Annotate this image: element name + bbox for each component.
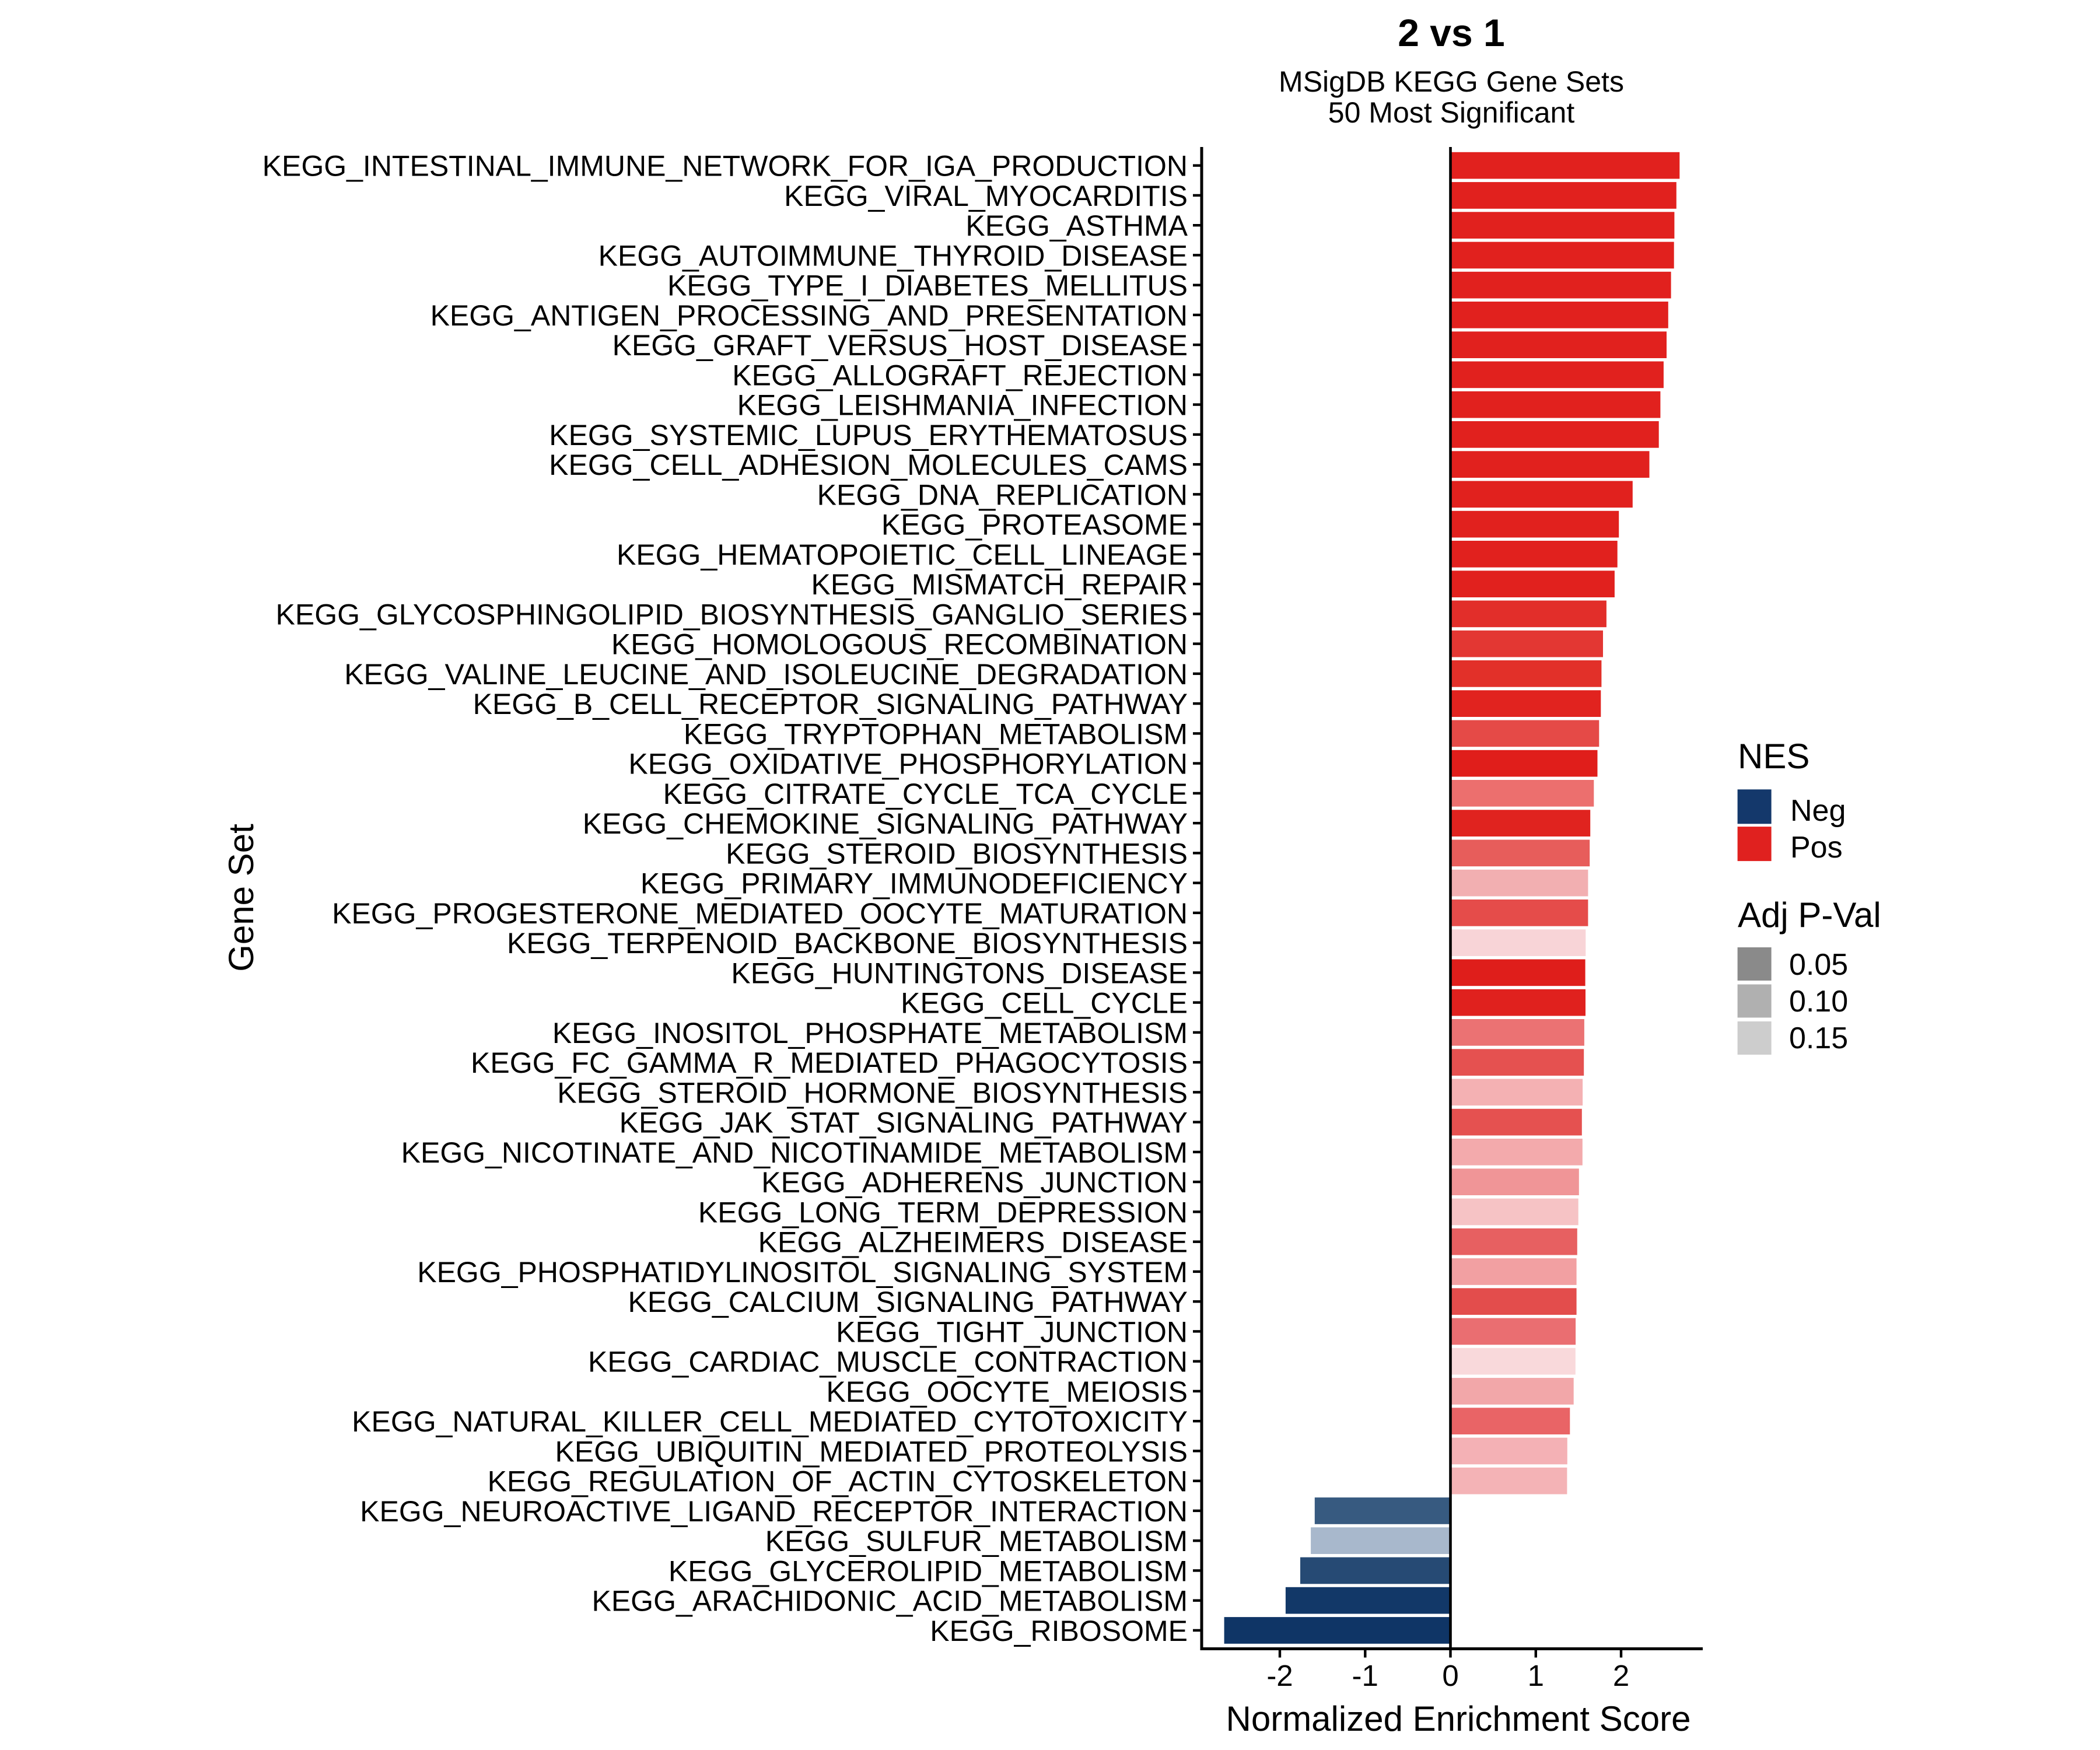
svg-text:KEGG_NATURAL_KILLER_CELL_MEDIA: KEGG_NATURAL_KILLER_CELL_MEDIATED_CYTOTO… [352, 1405, 1188, 1438]
svg-text:KEGG_PHOSPHATIDYLINOSITOL_SIGN: KEGG_PHOSPHATIDYLINOSITOL_SIGNALING_SYST… [417, 1256, 1188, 1289]
svg-text:KEGG_GRAFT_VERSUS_HOST_DISEASE: KEGG_GRAFT_VERSUS_HOST_DISEASE [612, 329, 1188, 362]
svg-text:-2: -2 [1266, 1659, 1293, 1692]
svg-text:KEGG_CARDIAC_MUSCLE_CONTRACTIO: KEGG_CARDIAC_MUSCLE_CONTRACTION [588, 1346, 1188, 1378]
svg-text:KEGG_NICOTINATE_AND_NICOTINAMI: KEGG_NICOTINATE_AND_NICOTINAMIDE_METABOL… [401, 1136, 1188, 1169]
svg-text:KEGG_PROTEASOME: KEGG_PROTEASOME [881, 509, 1188, 541]
svg-text:KEGG_VIRAL_MYOCARDITIS: KEGG_VIRAL_MYOCARDITIS [784, 180, 1188, 212]
svg-text:KEGG_MISMATCH_REPAIR: KEGG_MISMATCH_REPAIR [811, 568, 1188, 601]
svg-text:Neg: Neg [1790, 794, 1846, 828]
svg-text:KEGG_SULFUR_METABOLISM: KEGG_SULFUR_METABOLISM [765, 1525, 1188, 1558]
svg-text:KEGG_ASTHMA: KEGG_ASTHMA [965, 209, 1188, 242]
svg-text:50 Most Significant: 50 Most Significant [1328, 96, 1575, 129]
svg-text:KEGG_ARACHIDONIC_ACID_METABOLI: KEGG_ARACHIDONIC_ACID_METABOLISM [592, 1585, 1188, 1618]
svg-text:KEGG_INOSITOL_PHOSPHATE_METABO: KEGG_INOSITOL_PHOSPHATE_METABOLISM [552, 1017, 1188, 1049]
svg-text:2: 2 [1613, 1659, 1629, 1692]
svg-text:0.15: 0.15 [1789, 1021, 1848, 1055]
svg-text:KEGG_JAK_STAT_SIGNALING_PATHWA: KEGG_JAK_STAT_SIGNALING_PATHWAY [620, 1107, 1188, 1139]
svg-text:KEGG_OXIDATIVE_PHOSPHORYLATION: KEGG_OXIDATIVE_PHOSPHORYLATION [628, 748, 1188, 780]
svg-text:KEGG_PRIMARY_IMMUNODEFICIENCY: KEGG_PRIMARY_IMMUNODEFICIENCY [640, 867, 1188, 900]
svg-text:KEGG_UBIQUITIN_MEDIATED_PROTEO: KEGG_UBIQUITIN_MEDIATED_PROTEOLYSIS [555, 1435, 1188, 1468]
svg-text:KEGG_GLYCOSPHINGOLIPID_BIOSYNT: KEGG_GLYCOSPHINGOLIPID_BIOSYNTHESIS_GANG… [276, 598, 1188, 631]
svg-text:0: 0 [1442, 1659, 1458, 1692]
svg-text:Adj P-Val: Adj P-Val [1738, 895, 1881, 935]
svg-text:KEGG_GLYCEROLIPID_METABOLISM: KEGG_GLYCEROLIPID_METABOLISM [668, 1555, 1188, 1587]
svg-text:Normalized Enrichment Score: Normalized Enrichment Score [1226, 1699, 1691, 1738]
svg-text:KEGG_CELL_CYCLE: KEGG_CELL_CYCLE [901, 987, 1188, 1020]
svg-text:KEGG_HUNTINGTONS_DISEASE: KEGG_HUNTINGTONS_DISEASE [731, 957, 1188, 989]
svg-text:KEGG_TIGHT_JUNCTION: KEGG_TIGHT_JUNCTION [836, 1315, 1188, 1348]
svg-text:KEGG_SYSTEMIC_LUPUS_ERYTHEMATO: KEGG_SYSTEMIC_LUPUS_ERYTHEMATOSUS [549, 419, 1188, 452]
svg-text:KEGG_TERPENOID_BACKBONE_BIOSYN: KEGG_TERPENOID_BACKBONE_BIOSYNTHESIS [507, 927, 1188, 960]
svg-text:0.05: 0.05 [1789, 948, 1848, 982]
svg-text:KEGG_FC_GAMMA_R_MEDIATED_PHAGO: KEGG_FC_GAMMA_R_MEDIATED_PHAGOCYTOSIS [471, 1046, 1188, 1079]
svg-text:KEGG_ALZHEIMERS_DISEASE: KEGG_ALZHEIMERS_DISEASE [758, 1226, 1188, 1259]
svg-text:KEGG_INTESTINAL_IMMUNE_NETWORK: KEGG_INTESTINAL_IMMUNE_NETWORK_FOR_IGA_P… [262, 150, 1188, 183]
svg-text:1: 1 [1528, 1659, 1544, 1692]
svg-text:KEGG_CHEMOKINE_SIGNALING_PATHW: KEGG_CHEMOKINE_SIGNALING_PATHWAY [583, 807, 1188, 840]
svg-text:KEGG_ANTIGEN_PROCESSING_AND_PR: KEGG_ANTIGEN_PROCESSING_AND_PRESENTATION [430, 299, 1188, 332]
svg-text:KEGG_LEISHMANIA_INFECTION: KEGG_LEISHMANIA_INFECTION [737, 389, 1188, 422]
svg-text:KEGG_HEMATOPOIETIC_CELL_LINEAG: KEGG_HEMATOPOIETIC_CELL_LINEAGE [617, 538, 1188, 571]
svg-text:0.10: 0.10 [1789, 985, 1848, 1019]
svg-text:KEGG_NEUROACTIVE_LIGAND_RECEPT: KEGG_NEUROACTIVE_LIGAND_RECEPTOR_INTERAC… [360, 1495, 1188, 1528]
svg-text:KEGG_CITRATE_CYCLE_TCA_CYCLE: KEGG_CITRATE_CYCLE_TCA_CYCLE [663, 778, 1188, 810]
svg-text:Pos: Pos [1790, 831, 1843, 864]
svg-text:KEGG_DNA_REPLICATION: KEGG_DNA_REPLICATION [817, 478, 1188, 511]
svg-text:KEGG_ADHERENS_JUNCTION: KEGG_ADHERENS_JUNCTION [761, 1166, 1188, 1199]
svg-text:KEGG_AUTOIMMUNE_THYROID_DISEAS: KEGG_AUTOIMMUNE_THYROID_DISEASE [598, 239, 1188, 272]
svg-text:KEGG_RIBOSOME: KEGG_RIBOSOME [930, 1615, 1188, 1647]
svg-text:Gene Set: Gene Set [222, 824, 261, 972]
svg-text:KEGG_STEROID_BIOSYNTHESIS: KEGG_STEROID_BIOSYNTHESIS [726, 837, 1188, 870]
svg-text:NES: NES [1738, 737, 1810, 776]
svg-text:KEGG_CELL_ADHESION_MOLECULES_C: KEGG_CELL_ADHESION_MOLECULES_CAMS [549, 449, 1188, 481]
svg-text:KEGG_HOMOLOGOUS_RECOMBINATION: KEGG_HOMOLOGOUS_RECOMBINATION [611, 628, 1188, 661]
svg-text:KEGG_LONG_TERM_DEPRESSION: KEGG_LONG_TERM_DEPRESSION [698, 1196, 1188, 1228]
svg-text:KEGG_TRYPTOPHAN_METABOLISM: KEGG_TRYPTOPHAN_METABOLISM [684, 718, 1188, 750]
svg-text:KEGG_TYPE_I_DIABETES_MELLITUS: KEGG_TYPE_I_DIABETES_MELLITUS [667, 270, 1188, 302]
svg-text:KEGG_ALLOGRAFT_REJECTION: KEGG_ALLOGRAFT_REJECTION [732, 359, 1188, 391]
svg-text:-1: -1 [1352, 1659, 1378, 1692]
svg-text:KEGG_STEROID_HORMONE_BIOSYNTHE: KEGG_STEROID_HORMONE_BIOSYNTHESIS [557, 1076, 1188, 1109]
svg-text:KEGG_PROGESTERONE_MEDIATED_OOC: KEGG_PROGESTERONE_MEDIATED_OOCYTE_MATURA… [332, 897, 1188, 930]
svg-text:KEGG_CALCIUM_SIGNALING_PATHWAY: KEGG_CALCIUM_SIGNALING_PATHWAY [628, 1286, 1188, 1318]
svg-text:KEGG_B_CELL_RECEPTOR_SIGNALING: KEGG_B_CELL_RECEPTOR_SIGNALING_PATHWAY [473, 688, 1188, 720]
svg-text:KEGG_VALINE_LEUCINE_AND_ISOLEU: KEGG_VALINE_LEUCINE_AND_ISOLEUCINE_DEGRA… [344, 658, 1188, 691]
svg-text:KEGG_REGULATION_OF_ACTIN_CYTOS: KEGG_REGULATION_OF_ACTIN_CYTOSKELETON [488, 1465, 1188, 1498]
svg-text:MSigDB KEGG Gene Sets: MSigDB KEGG Gene Sets [1279, 65, 1624, 98]
svg-text:KEGG_OOCYTE_MEIOSIS: KEGG_OOCYTE_MEIOSIS [826, 1376, 1188, 1408]
svg-text:2 vs 1: 2 vs 1 [1398, 11, 1505, 54]
